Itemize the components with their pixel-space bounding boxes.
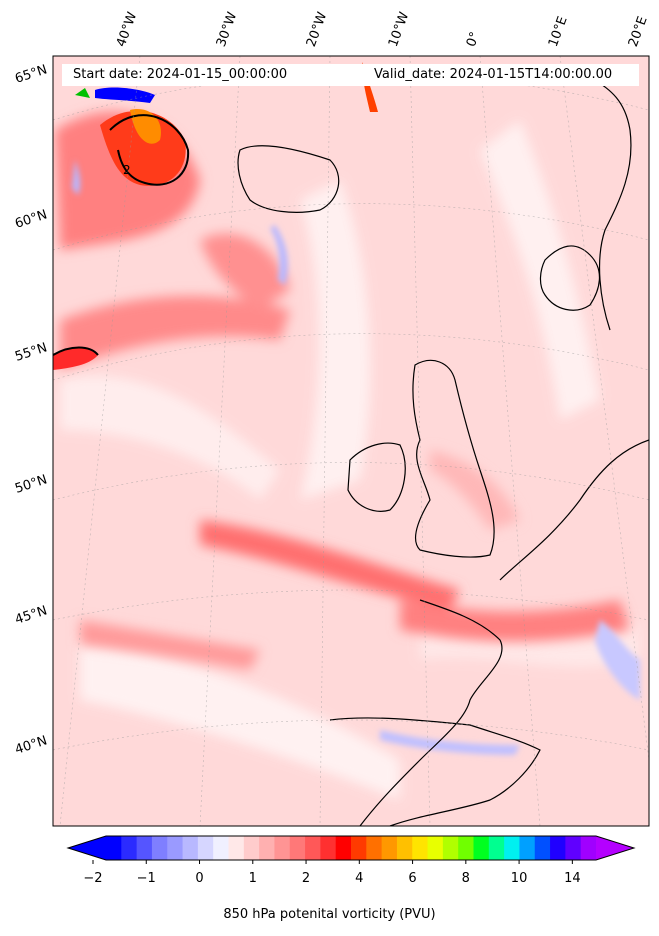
norway-coastline <box>539 245 600 311</box>
colorbar-tick-label: 8 <box>461 871 470 886</box>
colorbar-tick-label: 14 <box>564 871 581 886</box>
colorbar-swatch <box>396 836 413 860</box>
colorbar-over-arrow <box>596 836 634 860</box>
colorbar-swatch <box>182 836 199 860</box>
great-britain-coastline <box>412 359 495 558</box>
contour-line <box>109 114 190 186</box>
contour-label: 2 <box>123 163 131 177</box>
ireland-coastline <box>347 442 406 512</box>
colorbar-swatch <box>305 836 321 860</box>
date-header: Start date: 2024-01-15_00:00:00 Valid_da… <box>62 64 639 86</box>
scandinavia-coastline <box>594 79 632 331</box>
colorbar-tick-label: 4 <box>355 871 364 886</box>
colorbar-swatch <box>366 836 383 860</box>
colorbar-tick-label: 0 <box>195 871 204 886</box>
colorbar-tick-label: 2 <box>301 871 311 886</box>
colorbar-swatch <box>121 836 138 860</box>
colorbar-swatch <box>197 836 214 860</box>
colorbar-swatch <box>473 836 490 860</box>
colorbar-swatch <box>228 836 245 860</box>
colorbar <box>66 835 636 864</box>
colorbar-swatch <box>550 836 566 860</box>
iceland-coastline <box>237 145 340 213</box>
colorbar-swatch <box>289 836 306 860</box>
colorbar-swatch <box>519 836 536 860</box>
colorbar-swatch <box>274 836 291 860</box>
colorbar-swatch <box>381 836 398 860</box>
colorbar-swatch <box>351 836 367 860</box>
colorbar-swatch <box>427 836 444 860</box>
colorbar-under-arrow <box>68 836 106 860</box>
valid-date-text: Valid_date: 2024-01-15T14:00:00.00 <box>374 67 613 82</box>
colorbar-label: 850 hPa potenital vorticity (PVU) <box>223 907 436 922</box>
iberia-coastline <box>329 717 541 826</box>
colorbar-swatch <box>167 836 184 860</box>
colorbar-swatch <box>213 836 229 860</box>
colorbar-swatch <box>243 836 260 860</box>
colorbar-swatch <box>458 836 474 860</box>
colorbar-tick-label: −1 <box>136 871 156 886</box>
start-date-text: Start date: 2024-01-15_00:00:00 <box>73 67 288 82</box>
colorbar-tick-label: 1 <box>248 871 257 886</box>
europe-coastline <box>359 439 649 826</box>
colorbar-tick-label: 6 <box>408 871 417 886</box>
colorbar-swatch <box>151 836 168 860</box>
colorbar-swatch <box>335 836 352 860</box>
colorbar-swatch <box>136 836 153 860</box>
colorbar-swatch <box>504 836 520 860</box>
map-frame <box>52 55 650 827</box>
colorbar-swatch <box>580 836 597 860</box>
colorbar-swatch <box>442 836 459 860</box>
colorbar-tick-label: 10 <box>510 871 528 886</box>
colorbar-swatch <box>320 836 337 860</box>
colorbar-ticks: −2 −1 0 1 2 4 6 8 10 14 <box>0 871 659 891</box>
colorbar-swatch <box>259 836 275 860</box>
colorbar-swatch <box>106 836 122 860</box>
colorbar-tick-label: −2 <box>83 871 103 886</box>
colorbar-swatch <box>412 836 429 860</box>
colorbar-swatch <box>565 836 582 860</box>
colorbar-outline <box>66 835 636 861</box>
colorbar-swatch <box>534 836 551 860</box>
colorbar-swatch <box>488 836 505 860</box>
